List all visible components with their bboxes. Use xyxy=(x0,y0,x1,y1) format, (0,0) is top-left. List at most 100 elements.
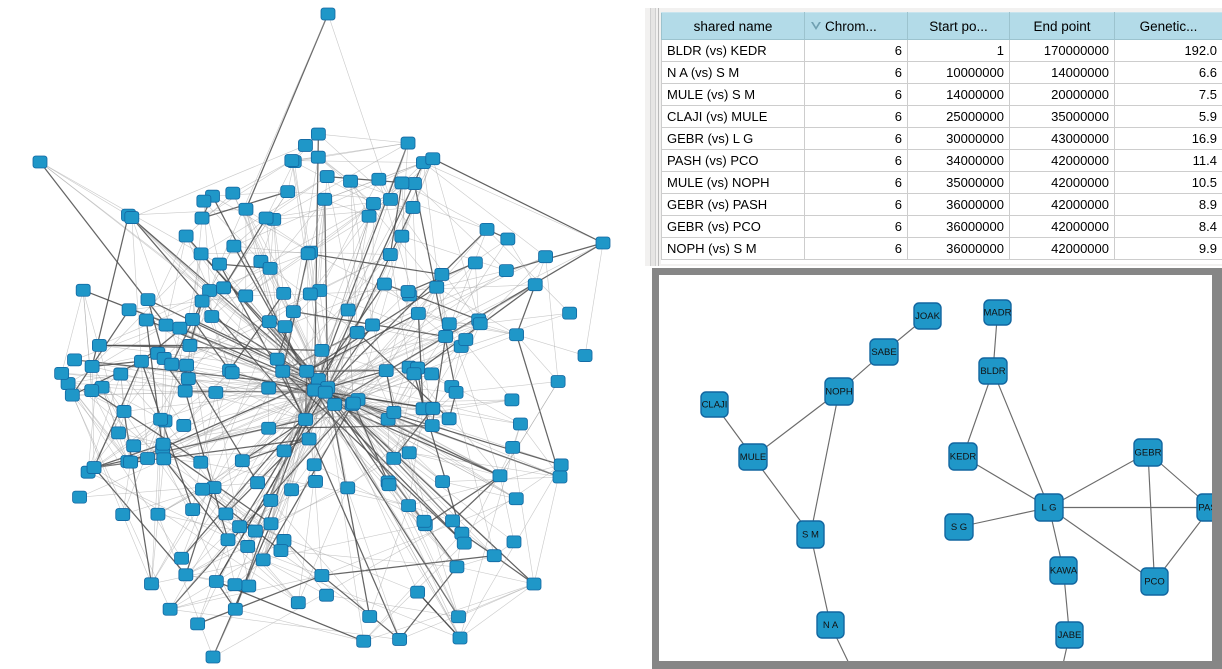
cell-shared_name[interactable]: PASH (vs) PCO xyxy=(661,149,805,172)
main-network-edge[interactable] xyxy=(388,399,512,420)
main-network-node[interactable] xyxy=(54,366,70,380)
main-network-node[interactable] xyxy=(84,384,100,398)
cell-start_point[interactable]: 10000000 xyxy=(907,61,1010,84)
table-body[interactable]: BLDR (vs) KEDR 6 1 170000000 192.0 N A (vs) S… xyxy=(661,39,1222,260)
main-network-edge[interactable] xyxy=(424,475,501,526)
main-network-edge[interactable] xyxy=(122,462,131,515)
main-network-edge[interactable] xyxy=(133,372,233,447)
main-network-edge[interactable] xyxy=(507,238,536,285)
cell-end_point[interactable]: 170000000 xyxy=(1009,39,1115,62)
table-row[interactable]: CLAJI (vs) MULE 6 25000000 35000000 5.9 xyxy=(661,105,1222,128)
main-network-edge[interactable] xyxy=(282,371,458,568)
main-network-node[interactable] xyxy=(327,398,343,411)
cell-shared_name[interactable]: NOPH (vs) S M xyxy=(661,237,805,260)
main-network-edge[interactable] xyxy=(225,419,306,515)
main-network-node[interactable] xyxy=(306,458,322,472)
main-network-node[interactable] xyxy=(320,7,336,21)
main-network-node[interactable] xyxy=(500,232,516,246)
main-network-edge[interactable] xyxy=(245,251,311,297)
main-network-edge[interactable] xyxy=(170,575,322,610)
main-network-edge[interactable] xyxy=(211,316,306,420)
main-network-node[interactable] xyxy=(116,405,132,418)
main-network-edge[interactable] xyxy=(93,467,299,603)
main-network-node[interactable] xyxy=(113,367,129,381)
main-network-node[interactable] xyxy=(527,278,543,292)
subnetwork-node[interactable]: L G xyxy=(1034,493,1064,522)
main-network-node[interactable] xyxy=(162,602,178,616)
cell-genetic[interactable]: 7.5 xyxy=(1114,83,1222,106)
main-network-edge[interactable] xyxy=(298,487,349,603)
main-network-edge[interactable] xyxy=(321,555,495,577)
main-network-node[interactable] xyxy=(123,455,139,469)
main-network-edge[interactable] xyxy=(350,181,373,325)
cell-chromosome[interactable]: 6 xyxy=(804,105,908,128)
main-network-node[interactable] xyxy=(392,633,408,646)
cell-genetic[interactable]: 8.4 xyxy=(1114,215,1222,238)
main-network-edge[interactable] xyxy=(99,344,322,352)
node-shape[interactable] xyxy=(1034,493,1064,522)
main-network-edge[interactable] xyxy=(202,391,326,490)
main-network-edge[interactable] xyxy=(232,372,354,404)
main-network-edge[interactable] xyxy=(265,218,284,372)
cell-genetic[interactable]: 9.9 xyxy=(1114,237,1222,260)
main-network-edge[interactable] xyxy=(245,209,311,253)
main-network-node[interactable] xyxy=(458,333,474,346)
main-network-edge[interactable] xyxy=(520,423,561,478)
main-network-node[interactable] xyxy=(509,328,524,342)
main-network-node[interactable] xyxy=(361,209,377,223)
main-network-edge[interactable] xyxy=(276,311,294,360)
main-network-edge[interactable] xyxy=(101,387,119,434)
main-network-edge[interactable] xyxy=(499,381,559,476)
main-network-edge[interactable] xyxy=(307,199,326,254)
cell-chromosome[interactable]: 6 xyxy=(804,127,908,150)
main-network-edge[interactable] xyxy=(372,324,410,453)
main-network-node[interactable] xyxy=(319,588,334,602)
cell-end_point[interactable]: 35000000 xyxy=(1009,105,1115,128)
subnetwork-node[interactable]: KEDR xyxy=(948,442,978,471)
cell-start_point[interactable]: 36000000 xyxy=(907,237,1010,260)
main-network-edge[interactable] xyxy=(347,487,409,506)
main-network-edge[interactable] xyxy=(255,387,328,532)
main-network-node[interactable] xyxy=(261,381,277,395)
main-network-node[interactable] xyxy=(180,372,196,386)
main-network-node[interactable] xyxy=(156,452,172,466)
main-network-node[interactable] xyxy=(178,568,194,582)
main-network-node[interactable] xyxy=(492,469,508,483)
main-network-node[interactable] xyxy=(269,352,285,366)
main-network-edge[interactable] xyxy=(307,215,370,254)
main-network-node[interactable] xyxy=(452,631,468,645)
main-network-edge[interactable] xyxy=(306,371,521,425)
main-network-node[interactable] xyxy=(438,330,454,343)
cell-start_point[interactable]: 25000000 xyxy=(907,105,1010,128)
main-network-edge[interactable] xyxy=(372,203,374,325)
main-network-node[interactable] xyxy=(508,492,524,506)
subnetwork-node[interactable]: N A xyxy=(816,611,845,639)
main-network-node[interactable] xyxy=(32,155,48,169)
main-network-node[interactable] xyxy=(255,553,271,567)
subnetwork-node[interactable]: S M xyxy=(796,520,825,549)
cell-end_point[interactable]: 42000000 xyxy=(1009,149,1115,172)
subnetwork-node[interactable]: S G xyxy=(944,513,974,541)
main-network-node[interactable] xyxy=(240,540,256,553)
main-network-edge[interactable] xyxy=(242,438,310,462)
main-network-edge[interactable] xyxy=(480,323,586,356)
subnetwork-node[interactable]: CLAJI xyxy=(700,391,729,418)
main-network-node[interactable] xyxy=(434,268,450,281)
main-network-edge[interactable] xyxy=(218,263,307,420)
main-network-edge[interactable] xyxy=(147,365,187,459)
main-network-node[interactable] xyxy=(562,306,578,320)
main-network-edge[interactable] xyxy=(515,334,561,478)
main-network-node[interactable] xyxy=(204,310,220,323)
main-network-edge[interactable] xyxy=(432,158,604,244)
main-network-node[interactable] xyxy=(241,579,257,593)
main-network-node[interactable] xyxy=(247,524,263,538)
main-network-edge[interactable] xyxy=(350,181,358,333)
main-network-edge[interactable] xyxy=(314,389,465,544)
main-network-node[interactable] xyxy=(190,617,206,631)
main-network-edge[interactable] xyxy=(170,608,400,640)
main-network-node[interactable] xyxy=(275,364,291,378)
main-network-node[interactable] xyxy=(72,490,87,504)
main-network-edge[interactable] xyxy=(515,284,536,335)
subnetwork-node[interactable]: KAWA xyxy=(1049,556,1078,585)
